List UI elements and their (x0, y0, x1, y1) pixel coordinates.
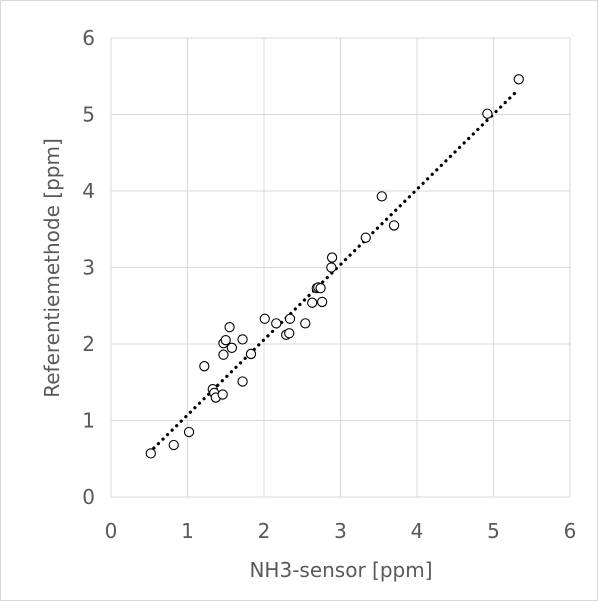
data-point (482, 108, 493, 119)
data-point (218, 349, 229, 360)
data-point (226, 342, 238, 353)
y-tick-label: 6 (82, 26, 95, 50)
data-point (217, 389, 228, 400)
data-point (284, 313, 296, 324)
data-point (183, 426, 195, 438)
x-axis-title: NH3-sensor [ppm] (249, 558, 432, 582)
data-points (145, 74, 524, 459)
data-point (237, 334, 248, 345)
data-point (316, 296, 328, 308)
gridlines (110, 37, 571, 498)
data-point (145, 448, 156, 459)
data-point (168, 439, 179, 451)
y-tick-label: 1 (82, 409, 95, 433)
data-point (326, 262, 337, 273)
data-point (220, 335, 231, 346)
x-tick-labels: 0 1 2 3 4 5 6 (105, 519, 577, 543)
data-point (224, 322, 235, 333)
data-point (326, 252, 338, 263)
x-tick-label: 6 (564, 519, 577, 543)
x-tick-label: 2 (258, 519, 271, 543)
data-point (315, 283, 326, 294)
y-tick-label: 3 (82, 256, 95, 280)
data-point (245, 348, 257, 360)
data-point (307, 297, 318, 308)
data-point (271, 318, 282, 329)
data-point (199, 361, 210, 372)
data-point (513, 74, 524, 85)
x-tick-label: 4 (411, 519, 424, 543)
y-tick-label: 4 (82, 179, 95, 203)
x-tick-label: 5 (487, 519, 500, 543)
data-point (376, 191, 387, 202)
y-tick-label: 5 (82, 103, 95, 127)
data-point (300, 318, 311, 329)
y-tick-label: 2 (82, 332, 95, 356)
x-tick-label: 3 (334, 519, 347, 543)
data-point (388, 220, 400, 231)
data-point (259, 313, 270, 324)
data-point (360, 232, 371, 243)
x-tick-label: 1 (181, 519, 194, 543)
y-tick-label: 0 (82, 485, 95, 509)
data-point (284, 328, 295, 339)
y-tick-labels: 0 1 2 3 4 5 6 (82, 26, 95, 509)
x-tick-label: 0 (105, 519, 118, 543)
y-axis-title: Referentiemethode [ppm] (40, 138, 64, 398)
data-point (237, 376, 248, 387)
